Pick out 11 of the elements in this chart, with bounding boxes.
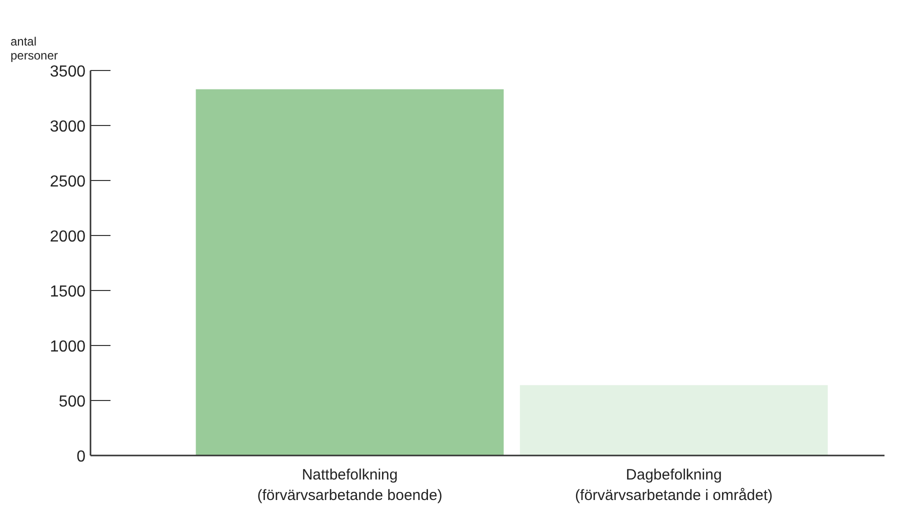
y-tick-label: 500 <box>58 394 86 410</box>
y-tick-label: 2500 <box>50 174 86 190</box>
y-tick-label: 3000 <box>50 118 86 136</box>
y-tick-label: 2000 <box>50 228 86 246</box>
y-tick-label: 3500 <box>50 64 86 80</box>
y-tick-label: 1500 <box>50 284 86 300</box>
x-tick-label: Dagbefolkning (förvärvsarbetande i området) <box>575 466 773 504</box>
y-axis-title: antal personer <box>10 34 58 62</box>
y-tick-label: 1000 <box>50 338 86 356</box>
x-tick-label: Nattbefolkning (förvärvsarbetande boende) <box>257 466 442 504</box>
y-tick-label: 0 <box>76 448 86 466</box>
